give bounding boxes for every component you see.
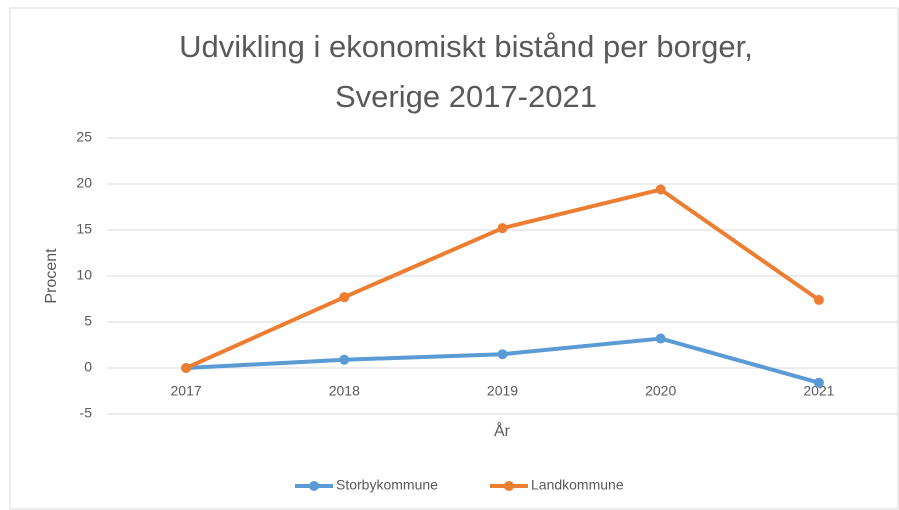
legend-label: Landkommune xyxy=(531,477,624,493)
x-tick-label: 2020 xyxy=(645,383,676,399)
x-tick-label: 2019 xyxy=(487,383,518,399)
data-point xyxy=(813,377,824,388)
series-line xyxy=(185,336,820,385)
y-tick-label: -5 xyxy=(80,405,93,421)
y-tick-label: 0 xyxy=(84,359,92,375)
data-point xyxy=(181,363,192,373)
data-point xyxy=(655,333,666,344)
y-axis-label: Procent xyxy=(43,248,60,304)
x-tick-label: 2018 xyxy=(329,383,360,399)
y-tick-label: 25 xyxy=(76,129,92,145)
legend-marker xyxy=(504,481,514,491)
data-point xyxy=(497,223,508,234)
x-tick-label: 2021 xyxy=(803,383,834,399)
chart-border xyxy=(9,7,899,510)
data-point xyxy=(339,354,350,365)
data-point xyxy=(655,184,666,195)
x-axis-label: År xyxy=(494,421,511,440)
legend-marker xyxy=(309,481,319,491)
data-point xyxy=(497,349,508,360)
legend-label: Storbykommune xyxy=(336,477,438,493)
y-tick-label: 20 xyxy=(76,175,92,191)
data-point xyxy=(339,292,350,303)
y-tick-label: 5 xyxy=(84,313,92,329)
y-tick-label: 15 xyxy=(76,221,92,237)
x-tick-label: 2017 xyxy=(171,383,202,399)
series-line xyxy=(185,187,821,370)
y-tick-label: 10 xyxy=(76,267,92,283)
data-point xyxy=(813,294,824,305)
chart-title: Udvikling i ekonomiskt bistånd per borge… xyxy=(179,29,753,114)
